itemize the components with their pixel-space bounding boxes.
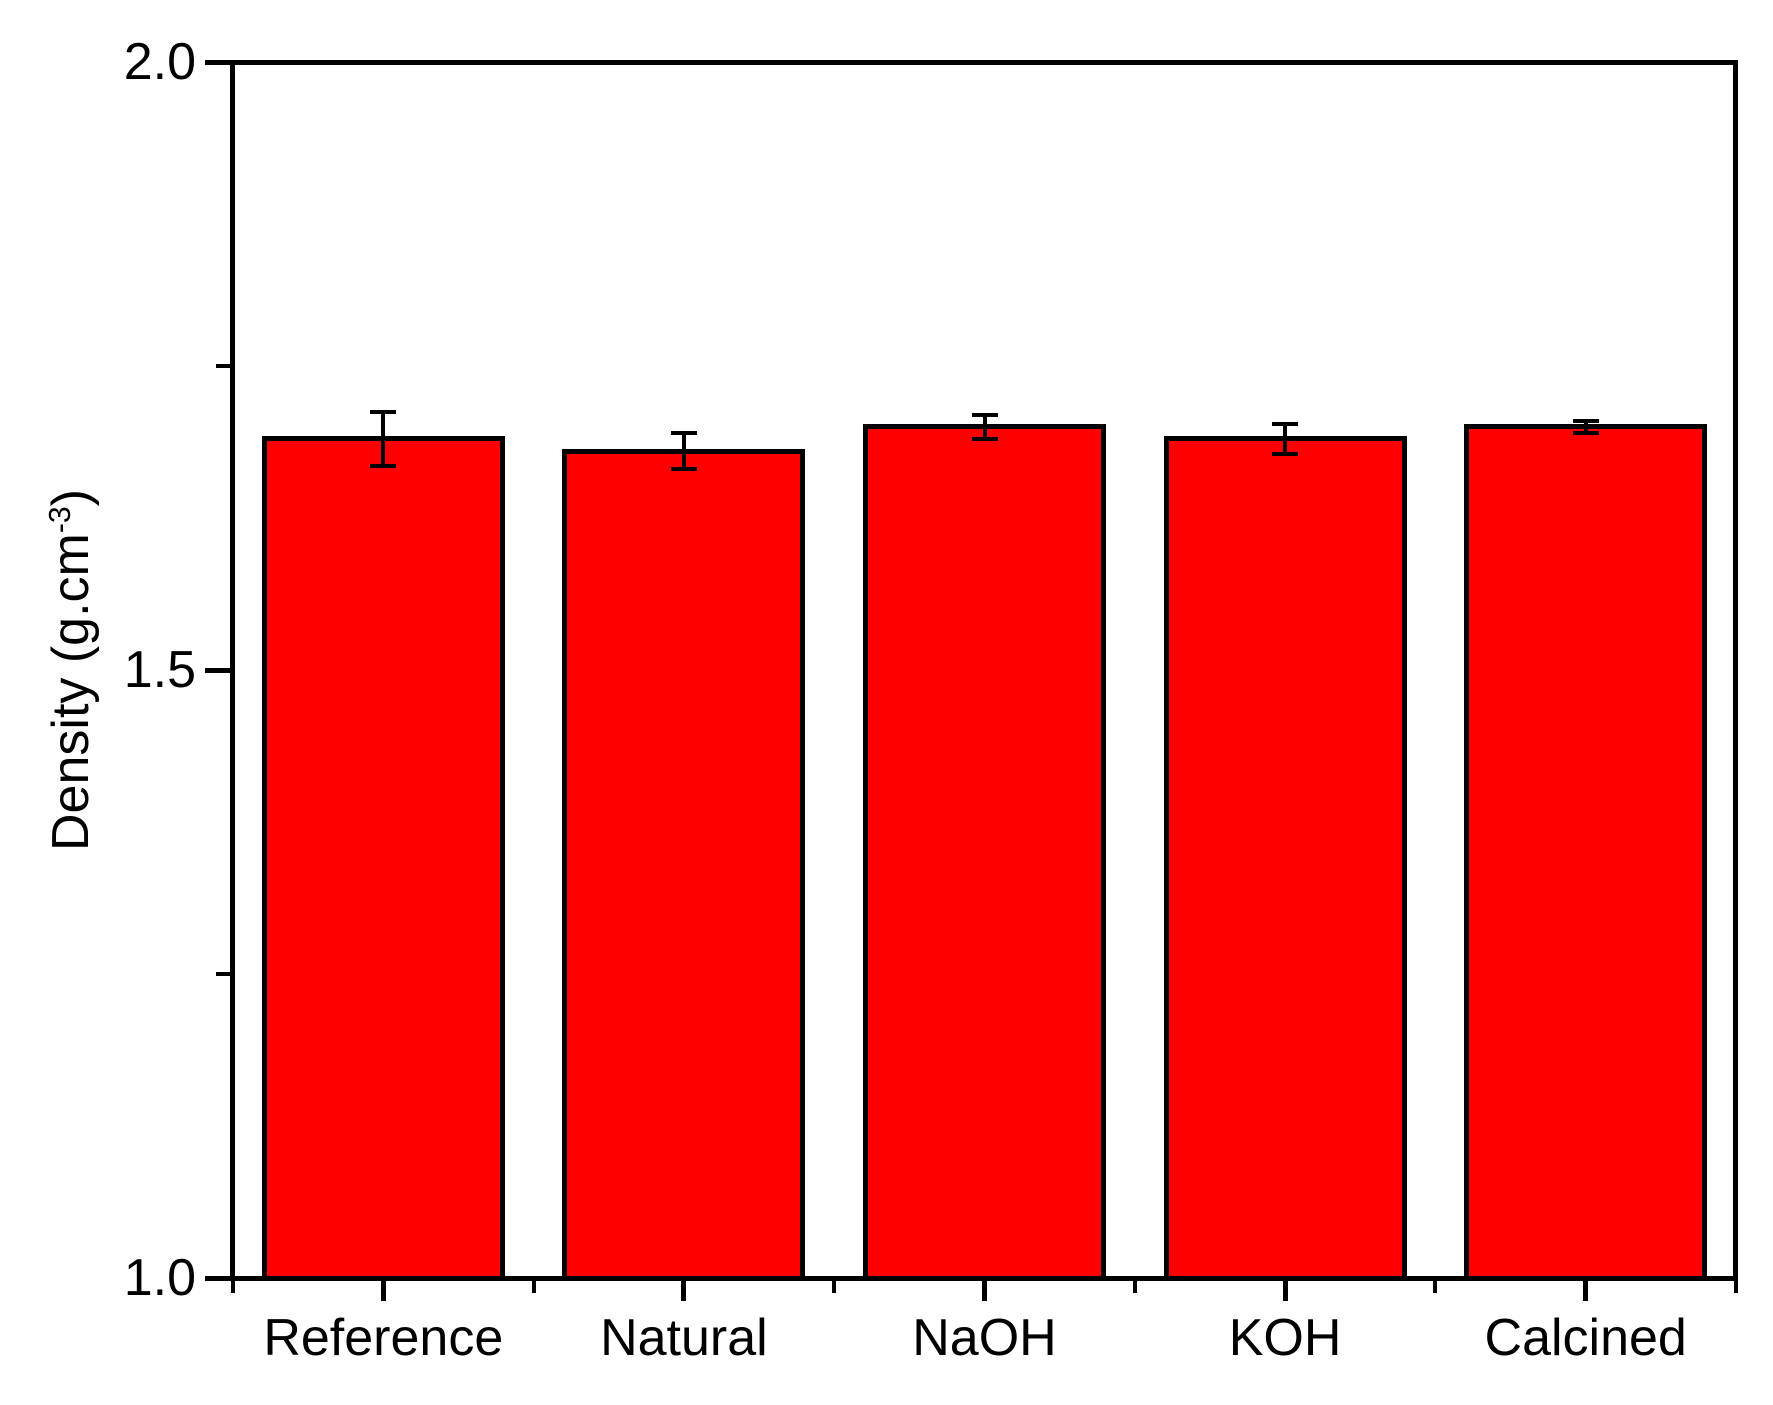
y-tick-label-1-5: 1.5	[123, 641, 196, 699]
x-minor-tick-4	[1433, 1280, 1438, 1293]
x-minor-tick-0	[231, 1280, 235, 1293]
bar-reference	[261, 436, 505, 1281]
errorbar-natural-line	[681, 430, 686, 472]
x-tick-label-reference: Reference	[263, 1309, 504, 1367]
y-minor-tick-1-75	[215, 364, 231, 368]
errorbar-calcined-cap-top	[1572, 418, 1599, 423]
x-minor-tick-3	[1132, 1280, 1137, 1293]
bar-natural	[562, 448, 806, 1281]
y-minor-tick-1-25	[215, 972, 231, 976]
bar-naoh	[863, 424, 1106, 1281]
errorbar-natural-cap-top	[670, 430, 697, 435]
errorbar-calcined-cap-bottom	[1572, 430, 1599, 435]
x-tick-label-naoh: NaOH	[912, 1309, 1057, 1367]
bar-koh	[1163, 436, 1407, 1281]
x-major-tick-koh	[1282, 1280, 1288, 1301]
bar-calcined	[1464, 424, 1708, 1281]
y-axis-title-text: Density (g.cm	[42, 533, 101, 851]
x-major-tick-naoh	[982, 1280, 987, 1301]
errorbar-reference-cap-bottom	[370, 463, 397, 468]
y-axis-title-superscript: -3	[43, 506, 77, 534]
y-major-tick-1-5	[204, 667, 231, 673]
x-tick-label-koh: KOH	[1228, 1309, 1342, 1367]
x-minor-tick-2	[832, 1280, 837, 1293]
x-tick-label-calcined: Calcined	[1484, 1309, 1687, 1367]
y-axis-title-suffix: )	[42, 489, 101, 507]
errorbar-koh-cap-top	[1272, 422, 1299, 427]
errorbar-koh-line	[1283, 422, 1288, 456]
y-major-tick-2-0	[204, 59, 231, 65]
x-major-tick-calcined	[1583, 1280, 1589, 1301]
errorbar-reference-cap-top	[370, 410, 397, 415]
y-axis-title: Density (g.cm-3)	[31, 489, 101, 851]
x-major-tick-natural	[681, 1280, 687, 1301]
x-tick-label-natural: Natural	[600, 1309, 768, 1367]
errorbar-naoh-line	[982, 412, 987, 441]
x-major-tick-reference	[380, 1280, 386, 1301]
errorbar-natural-cap-bottom	[670, 467, 697, 472]
y-tick-label-2-0: 2.0	[123, 33, 196, 91]
errorbar-naoh-cap-bottom	[971, 436, 998, 441]
errorbar-calcined-line	[1583, 418, 1588, 435]
y-major-tick-1-0	[204, 1275, 231, 1281]
errorbar-naoh-cap-top	[971, 412, 998, 417]
x-minor-tick-1	[531, 1280, 536, 1293]
x-minor-tick-5	[1734, 1280, 1738, 1293]
errorbar-koh-cap-bottom	[1272, 451, 1299, 456]
y-tick-label-1-0: 1.0	[123, 1249, 196, 1307]
errorbar-reference-line	[381, 410, 386, 468]
